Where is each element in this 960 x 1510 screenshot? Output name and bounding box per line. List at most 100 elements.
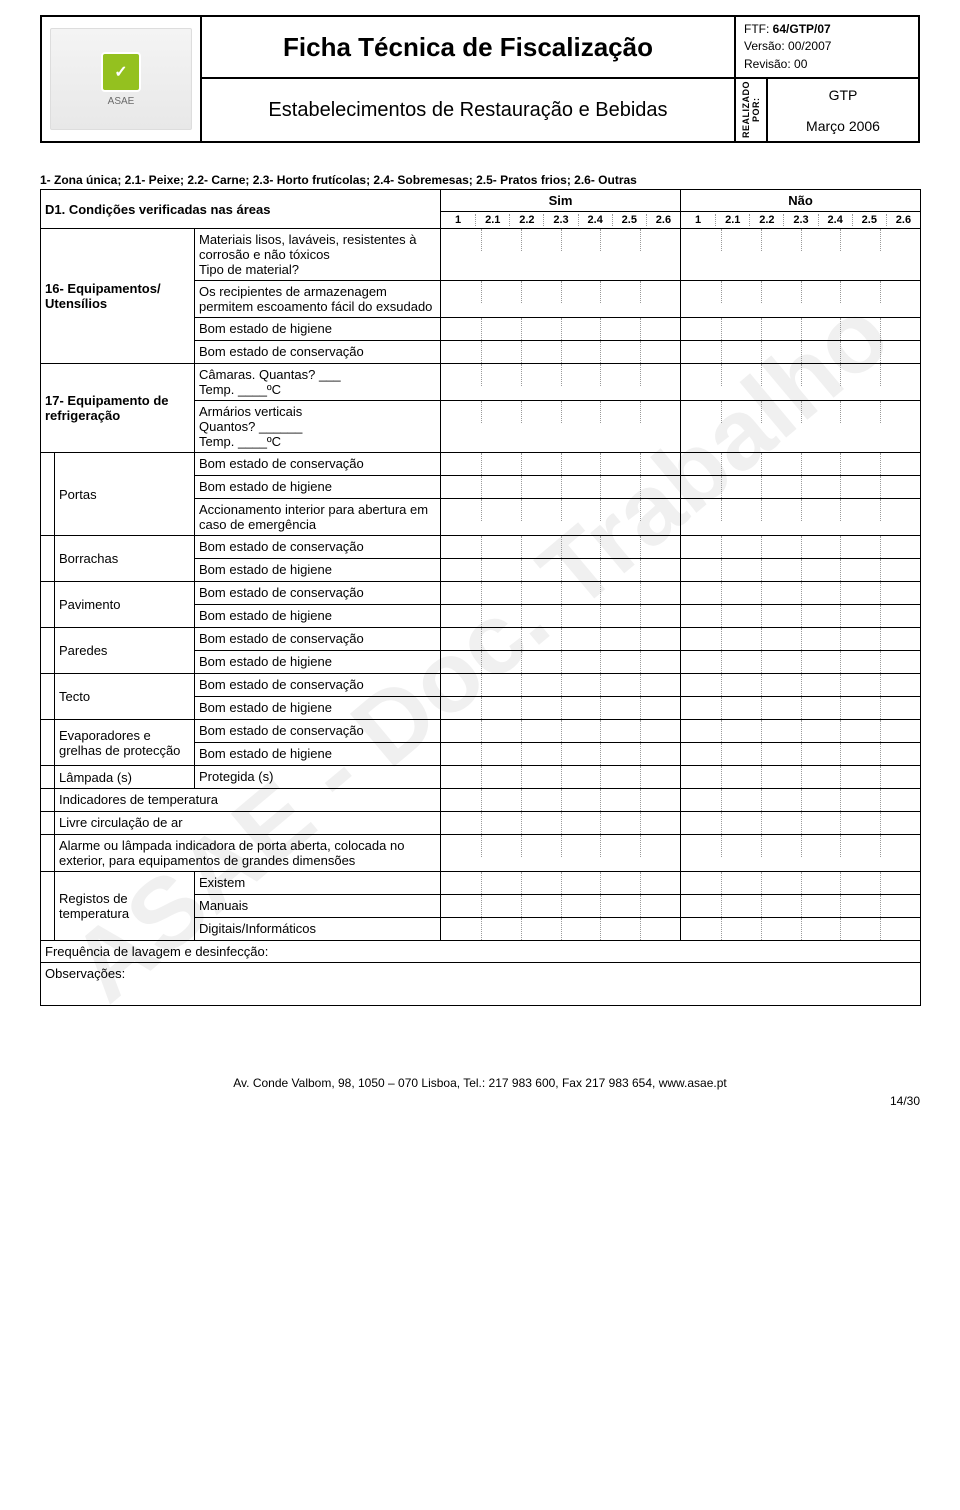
logo-badge-icon: ✓ [101, 52, 141, 92]
checkbox-grid-cell[interactable] [681, 453, 921, 476]
group-5-item-1: Bom estado de higiene [195, 743, 441, 766]
revisao-value: 00 [794, 57, 807, 71]
checkbox-grid-cell[interactable] [441, 789, 681, 812]
document-header: ✓ ASAE Ficha Técnica de Fiscalização Est… [40, 15, 920, 143]
group-label-2: Pavimento [55, 582, 195, 628]
checkbox-grid-cell[interactable] [681, 582, 921, 605]
checkbox-grid-cell[interactable] [681, 476, 921, 499]
doc-date: Março 2006 [806, 118, 880, 134]
checkbox-grid-cell[interactable] [681, 401, 921, 453]
checkbox-grid-cell[interactable] [681, 872, 921, 895]
checkbox-grid-cell[interactable] [441, 364, 681, 401]
checkbox-grid-cell[interactable] [681, 697, 921, 720]
checkbox-grid-cell[interactable] [441, 499, 681, 536]
d1-header: D1. Condições verificadas nas áreas [41, 190, 441, 229]
checkbox-grid-cell[interactable] [681, 895, 921, 918]
doc-title: Ficha Técnica de Fiscalização [202, 17, 734, 79]
logo-cell: ✓ ASAE [42, 17, 202, 141]
indent [41, 789, 55, 812]
checkbox-grid-cell[interactable] [441, 281, 681, 318]
doc-subtitle: Estabelecimentos de Restauração e Bebida… [202, 79, 734, 141]
checkbox-grid-cell[interactable] [441, 835, 681, 872]
checkbox-grid-cell[interactable] [441, 697, 681, 720]
checkbox-grid-cell[interactable] [681, 281, 921, 318]
group-4-item-0: Bom estado de conservação [195, 674, 441, 697]
group-label-0: Portas [55, 453, 195, 536]
checkbox-grid-cell[interactable] [441, 743, 681, 766]
checkbox-grid-cell[interactable] [441, 401, 681, 453]
checkbox-grid-cell[interactable] [681, 766, 921, 789]
group-6-item-0: Protegida (s) [195, 766, 441, 789]
group-label-6: Lâmpada (s) [55, 766, 195, 789]
col-num-2.5: 2.5 [852, 214, 886, 226]
sim-header: Sim [441, 190, 681, 212]
page-footer: Av. Conde Valbom, 98, 1050 – 070 Lisboa,… [40, 1076, 920, 1090]
col-num-1: 1 [441, 214, 475, 226]
ftf-value: 64/GTP/07 [773, 22, 831, 36]
checkbox-grid-cell[interactable] [441, 918, 681, 941]
checkbox-grid-cell[interactable] [441, 536, 681, 559]
frequencia-row: Frequência de lavagem e desinfecção: [41, 941, 921, 963]
checkbox-grid-cell[interactable] [681, 789, 921, 812]
checkbox-grid-cell[interactable] [441, 812, 681, 835]
versao-value: 00/2007 [788, 39, 831, 53]
group-4-item-1: Bom estado de higiene [195, 697, 441, 720]
ftf-label: FTF: [744, 22, 769, 36]
indent [41, 628, 55, 674]
col-num-2.4: 2.4 [818, 214, 852, 226]
checkbox-grid-cell[interactable] [441, 720, 681, 743]
checkbox-grid-cell[interactable] [441, 895, 681, 918]
fullrow-2: Alarme ou lâmpada indicadora de porta ab… [55, 835, 441, 872]
checkbox-grid-cell[interactable] [441, 766, 681, 789]
checkbox-grid-cell[interactable] [681, 229, 921, 281]
group-1-item-1: Bom estado de higiene [195, 559, 441, 582]
col-num-2.4: 2.4 [578, 214, 612, 226]
col-num-2.3: 2.3 [543, 214, 577, 226]
checkbox-grid-cell[interactable] [681, 720, 921, 743]
page-number: 14/30 [40, 1094, 920, 1108]
checkbox-grid-cell[interactable] [681, 364, 921, 401]
checkbox-grid-cell[interactable] [441, 476, 681, 499]
registos-label: Registos de temperatura [55, 872, 195, 941]
group-label-4: Tecto [55, 674, 195, 720]
checkbox-grid-cell[interactable] [681, 536, 921, 559]
sec16-item-1: Os recipientes de armazenagem permitem e… [195, 281, 441, 318]
logo-text: ASAE [108, 96, 135, 107]
checkbox-grid-cell[interactable] [681, 628, 921, 651]
checkbox-grid-cell[interactable] [681, 605, 921, 628]
indent [41, 872, 55, 941]
checkbox-grid-cell[interactable] [681, 559, 921, 582]
checkbox-grid-cell[interactable] [681, 318, 921, 341]
col-num-2.2: 2.2 [509, 214, 543, 226]
checkbox-grid-cell[interactable] [441, 872, 681, 895]
checkbox-grid-cell[interactable] [681, 674, 921, 697]
fullrow-0: Indicadores de temperatura [55, 789, 441, 812]
col-num-2.5: 2.5 [612, 214, 646, 226]
checkbox-grid-cell[interactable] [441, 582, 681, 605]
group-label-5: Evaporadores e grelhas de protecção [55, 720, 195, 766]
group-0-item-1: Bom estado de higiene [195, 476, 441, 499]
checkbox-grid-cell[interactable] [441, 605, 681, 628]
checkbox-grid-cell[interactable] [441, 674, 681, 697]
sec17-item-1: Armários verticais Quantos? ______ Temp.… [195, 401, 441, 453]
checkbox-grid-cell[interactable] [441, 318, 681, 341]
fullrow-1: Livre circulação de ar [55, 812, 441, 835]
registos-item-0: Existem [195, 872, 441, 895]
checkbox-grid-cell[interactable] [441, 559, 681, 582]
checkbox-grid-cell[interactable] [681, 651, 921, 674]
checkbox-grid-cell[interactable] [441, 229, 681, 281]
checkbox-grid-cell[interactable] [441, 453, 681, 476]
sec16-label: 16- Equipamentos/ Utensílios [41, 229, 195, 364]
checkbox-grid-cell[interactable] [681, 812, 921, 835]
checkbox-grid-cell[interactable] [681, 918, 921, 941]
checkbox-grid-cell[interactable] [681, 499, 921, 536]
checkbox-grid-cell[interactable] [441, 341, 681, 364]
checkbox-grid-cell[interactable] [441, 651, 681, 674]
checkbox-grid-cell[interactable] [681, 835, 921, 872]
revisao-label: Revisão: [744, 57, 791, 71]
sec16-item-3: Bom estado de conservação [195, 341, 441, 364]
checkbox-grid-cell[interactable] [441, 628, 681, 651]
group-0-item-2: Accionamento interior para abertura em c… [195, 499, 441, 536]
checkbox-grid-cell[interactable] [681, 341, 921, 364]
checkbox-grid-cell[interactable] [681, 743, 921, 766]
